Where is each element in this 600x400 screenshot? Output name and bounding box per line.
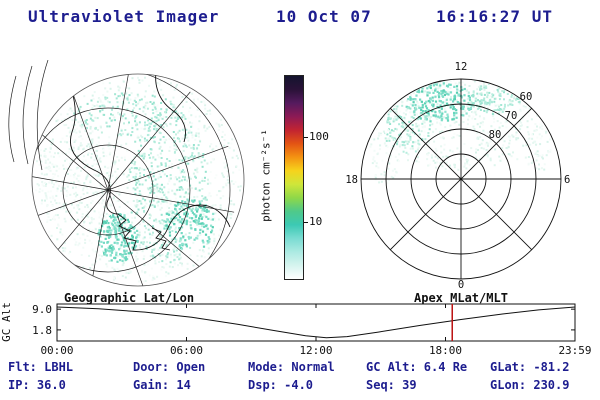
status-ip: IP: 36.0	[8, 378, 66, 392]
colorbar-tick-mark	[304, 136, 308, 138]
colorbar	[284, 75, 304, 280]
gc-alt-plot: GC Alt 00:00 06:00 12:00 18:00 23:59 9.0 1.8	[0, 302, 592, 357]
status-flt: Flt: LBHL	[8, 360, 74, 374]
status-glat: GLat: -81.2	[490, 360, 570, 374]
gc-alt-axis-label: GC Alt	[0, 302, 13, 342]
colorbar-tick-mark	[304, 221, 308, 224]
polar-grid	[360, 78, 562, 280]
time-axis-tick-label: 12:00	[299, 344, 332, 357]
mlat-60-label: 60	[520, 91, 533, 103]
geographic-projection-image	[8, 60, 245, 287]
gc-alt-tick-label: 1.8	[32, 324, 52, 337]
date-label: 10 Oct 07	[276, 7, 372, 26]
status-bar: Flt: LBHL Door: Open Mode: Normal GC Alt…	[0, 360, 600, 400]
earth-limb-circle	[31, 73, 245, 287]
status-door: Door: Open	[133, 360, 206, 374]
time-label: 16:16:27 UT	[436, 7, 553, 26]
apex-polar-plot: 12 18 6 0 60 70 80	[345, 61, 570, 291]
app-title: Ultraviolet Imager	[28, 7, 220, 26]
gc-alt-curve	[56, 306, 576, 339]
status-gcalt: GC Alt: 6.4 Re	[366, 360, 468, 374]
mlt-18-label: 18	[345, 174, 358, 186]
mlt-6-label: 6	[564, 174, 570, 186]
coastline-outline	[63, 74, 231, 251]
gc-alt-tick-label: 9.0	[32, 303, 52, 316]
status-gain: Gain: 14	[133, 378, 191, 392]
status-glon: GLon: 230.9	[490, 378, 570, 392]
mlt-12-label: 12	[455, 61, 468, 73]
status-mode: Mode: Normal	[248, 360, 335, 374]
gc-alt-plot-contents: 00:00 06:00 12:00 18:00 23:59 9.0 1.8	[32, 303, 591, 357]
geo-uv-emission-speckles	[35, 76, 242, 283]
colorbar-tick-label: 100	[309, 129, 329, 143]
mlat-80-label: 80	[489, 129, 502, 141]
time-axis-tick-label: 06:00	[170, 344, 203, 357]
time-axis-tick-label: 23:59	[558, 344, 591, 357]
colorbar-tick-label: 10	[309, 214, 323, 228]
geo-panel-caption: Geographic Lat/Lon	[64, 291, 195, 305]
time-axis-tick-label: 00:00	[40, 344, 73, 357]
plot-frame	[56, 303, 576, 342]
mlat-70-label: 70	[505, 110, 518, 122]
mlt-0-label: 0	[458, 279, 464, 291]
polar-panel-caption: Apex MLat/MLT	[414, 291, 508, 305]
colorbar-unit-label: photon cm⁻²s⁻¹	[259, 129, 273, 222]
status-dsp: Dsp: -4.0	[248, 378, 314, 392]
status-seq: Seq: 39	[366, 378, 417, 392]
time-axis-tick-label: 18:00	[429, 344, 462, 357]
outer-grid-arcs	[8, 60, 49, 171]
